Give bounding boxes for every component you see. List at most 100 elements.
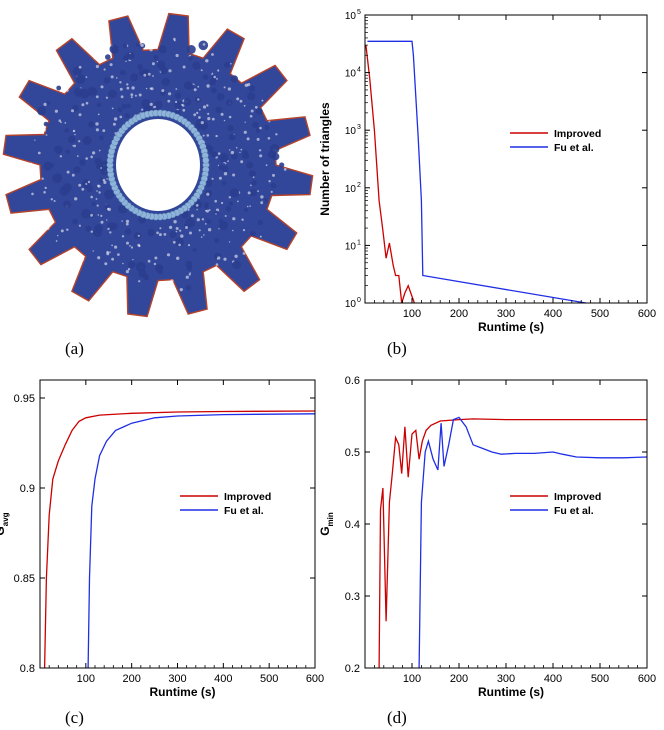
gear-particle xyxy=(34,139,36,141)
gear-particle xyxy=(186,45,196,54)
gear-particle xyxy=(283,168,287,171)
gear-particle xyxy=(260,195,264,199)
caption-c: (c) xyxy=(65,708,84,727)
gear-particle xyxy=(228,201,234,206)
gear-particle xyxy=(73,166,81,174)
gear-particle xyxy=(44,186,47,190)
gear-particle xyxy=(87,180,91,184)
gear-particle xyxy=(254,105,258,109)
gear-particle xyxy=(130,93,134,96)
gear-particle xyxy=(218,164,225,171)
gear-particle xyxy=(264,125,270,130)
gear-particle xyxy=(153,54,159,61)
gear-particle xyxy=(255,128,261,134)
gear-particle xyxy=(53,200,56,202)
gear-particle xyxy=(206,104,209,107)
gear-particle xyxy=(79,88,90,99)
gear-particle xyxy=(196,208,198,211)
gear-particle xyxy=(137,234,140,237)
gear-particle xyxy=(42,128,47,132)
gear-particle xyxy=(174,92,182,99)
gear-particle xyxy=(152,38,155,42)
gear-particle xyxy=(230,75,238,83)
gear-particle xyxy=(102,129,106,133)
gear-particle xyxy=(246,137,250,141)
gear-particle xyxy=(249,205,251,207)
x-tick-label: 200 xyxy=(122,673,140,685)
gear-particle xyxy=(215,213,217,215)
gear-particle xyxy=(134,94,137,97)
gear-particle xyxy=(124,228,131,235)
gear-particle xyxy=(218,220,229,231)
y-axis-label-main: G xyxy=(318,526,332,535)
gear-particle xyxy=(268,180,271,183)
gear-particle xyxy=(250,184,252,187)
gear-particle xyxy=(244,83,248,88)
gear-particle xyxy=(74,197,78,201)
gear-particle xyxy=(213,75,216,79)
y-tick-label: 0.6 xyxy=(345,375,360,387)
gear-particle xyxy=(265,164,268,167)
gear-hole-ring xyxy=(106,109,210,221)
gear-particle xyxy=(215,263,219,266)
gear-particle xyxy=(46,226,50,230)
x-tick-label: 100 xyxy=(403,308,421,320)
gear-particle xyxy=(135,261,146,272)
gear-particle xyxy=(256,137,260,141)
gear-particle xyxy=(202,74,209,80)
gear-particle xyxy=(52,173,63,184)
gear-particle xyxy=(92,227,102,237)
gear-particle xyxy=(100,214,103,217)
gear-particle xyxy=(202,105,207,109)
gear-particle xyxy=(206,84,210,88)
gear-particle xyxy=(96,204,99,207)
gear-particle xyxy=(259,154,263,158)
gear-particle xyxy=(243,248,247,251)
gear-particle xyxy=(42,126,45,129)
gear-particle xyxy=(56,85,62,91)
gear-particle xyxy=(257,219,264,226)
gear-particle xyxy=(267,137,271,140)
gear-particle xyxy=(218,228,220,230)
gear-particle xyxy=(72,218,79,225)
gear-particle xyxy=(196,218,200,222)
gear-particle xyxy=(112,122,116,126)
gear-particle xyxy=(188,273,191,276)
gear-particle xyxy=(157,60,166,69)
gear-particle xyxy=(110,222,118,230)
x-tick-label: 600 xyxy=(638,673,656,685)
gear-particle xyxy=(246,161,254,169)
gear-particle xyxy=(31,192,34,196)
gear-particle xyxy=(96,102,102,108)
gear-particle xyxy=(222,181,227,186)
gear-particle xyxy=(81,103,85,107)
gear-particle xyxy=(210,87,217,94)
gear-particle xyxy=(228,115,232,119)
gear-particle xyxy=(161,89,165,93)
series-line-fu xyxy=(418,416,648,669)
gear-particle xyxy=(168,69,172,73)
gear-center-hole xyxy=(116,119,200,211)
gear-particle xyxy=(206,134,210,137)
gear-particle xyxy=(60,121,62,124)
gear-particle xyxy=(215,134,218,138)
gear-particle xyxy=(221,201,224,205)
gear-particle xyxy=(99,177,105,183)
gear-particle xyxy=(109,251,111,253)
gear-particle xyxy=(92,151,96,155)
gear-particle xyxy=(151,62,155,66)
y-axis-label: Number of triangles xyxy=(318,102,332,216)
gear-particle xyxy=(126,83,129,86)
gear-particle xyxy=(156,231,159,235)
gear-particle xyxy=(211,151,218,158)
gear-particle xyxy=(108,89,117,99)
gear-particle xyxy=(239,99,243,103)
gear-particle xyxy=(78,113,82,117)
gear-particle xyxy=(168,92,172,96)
legend-label: Improved xyxy=(554,491,601,503)
gear-particle xyxy=(258,149,262,152)
gear-particle xyxy=(111,244,113,247)
gear-particle xyxy=(175,230,178,233)
